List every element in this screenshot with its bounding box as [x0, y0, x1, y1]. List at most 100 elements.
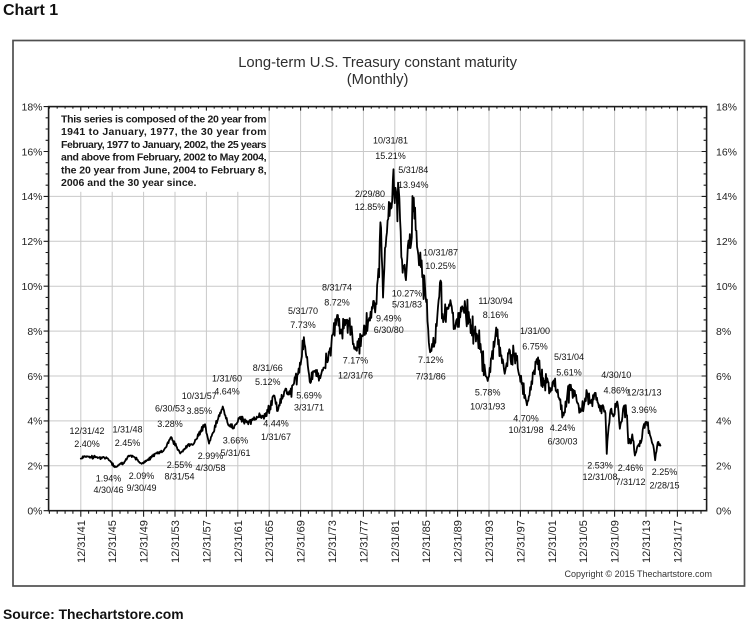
- svg-text:5/31/04: 5/31/04: [554, 352, 584, 362]
- svg-text:12/31/17: 12/31/17: [672, 520, 684, 563]
- svg-text:4.70%: 4.70%: [513, 414, 539, 424]
- svg-text:5.78%: 5.78%: [475, 388, 501, 398]
- svg-text:1/31/60: 1/31/60: [212, 374, 242, 384]
- svg-text:2.40%: 2.40%: [74, 439, 100, 449]
- svg-text:10/31/93: 10/31/93: [470, 402, 505, 412]
- svg-text:6/30/03: 6/30/03: [547, 437, 577, 447]
- svg-text:5.12%: 5.12%: [255, 377, 281, 387]
- svg-text:1/31/00: 1/31/00: [520, 326, 550, 336]
- svg-text:14%: 14%: [21, 191, 42, 203]
- svg-text:6/30/80: 6/30/80: [374, 325, 404, 335]
- svg-text:8%: 8%: [716, 326, 731, 338]
- svg-text:12/31/53: 12/31/53: [170, 520, 182, 563]
- svg-text:(Monthly): (Monthly): [347, 72, 409, 88]
- svg-text:February, 1977 to January, 200: February, 1977 to January, 2002, the 25 …: [61, 139, 267, 151]
- svg-text:6%: 6%: [27, 371, 42, 383]
- svg-text:15.21%: 15.21%: [375, 151, 406, 161]
- svg-text:12/31/41: 12/31/41: [76, 520, 88, 563]
- svg-text:5/31/83: 5/31/83: [392, 300, 422, 310]
- svg-text:9/30/49: 9/30/49: [126, 483, 156, 493]
- svg-text:7.73%: 7.73%: [290, 320, 316, 330]
- svg-text:12%: 12%: [21, 236, 42, 248]
- svg-text:12/31/81: 12/31/81: [390, 520, 402, 563]
- svg-text:12/31/73: 12/31/73: [327, 520, 339, 563]
- svg-text:12/31/77: 12/31/77: [358, 520, 370, 563]
- svg-text:4.24%: 4.24%: [550, 423, 576, 433]
- svg-text:Chart 1: Chart 1: [3, 2, 58, 19]
- svg-text:10.25%: 10.25%: [425, 261, 456, 271]
- svg-text:3.28%: 3.28%: [157, 419, 183, 429]
- svg-text:8.16%: 8.16%: [483, 310, 509, 320]
- svg-text:2.53%: 2.53%: [587, 461, 613, 471]
- svg-text:12/31/76: 12/31/76: [338, 371, 373, 381]
- svg-text:8%: 8%: [27, 326, 42, 338]
- svg-text:12/31/45: 12/31/45: [107, 520, 119, 563]
- svg-text:7.12%: 7.12%: [418, 355, 444, 365]
- svg-text:Source: Thechartstore.com: Source: Thechartstore.com: [3, 606, 184, 622]
- svg-text:2%: 2%: [27, 461, 42, 473]
- svg-text:18%: 18%: [716, 101, 737, 113]
- svg-text:10%: 10%: [21, 281, 42, 293]
- svg-text:10/31/81: 10/31/81: [373, 136, 408, 146]
- svg-text:12%: 12%: [716, 236, 737, 248]
- svg-text:12/31/57: 12/31/57: [201, 520, 213, 563]
- svg-text:2.46%: 2.46%: [618, 463, 644, 473]
- svg-text:This series is composed of the: This series is composed of the 20 year f…: [61, 114, 267, 126]
- svg-text:7/31/86: 7/31/86: [416, 372, 446, 382]
- svg-text:8/31/54: 8/31/54: [164, 472, 194, 482]
- svg-text:6.75%: 6.75%: [522, 342, 548, 352]
- svg-text:4.64%: 4.64%: [214, 387, 240, 397]
- svg-text:7/31/12: 7/31/12: [615, 477, 645, 487]
- svg-text:2006 and the 30 year since.: 2006 and the 30 year since.: [61, 177, 196, 189]
- svg-text:0%: 0%: [27, 506, 42, 518]
- svg-text:2/28/15: 2/28/15: [649, 481, 679, 491]
- svg-text:10/31/98: 10/31/98: [508, 425, 543, 435]
- svg-text:10/31/87: 10/31/87: [423, 248, 458, 258]
- svg-text:12/31/89: 12/31/89: [453, 520, 465, 563]
- svg-text:6/30/53: 6/30/53: [155, 404, 185, 414]
- svg-text:8/31/66: 8/31/66: [253, 363, 283, 373]
- svg-text:2.09%: 2.09%: [129, 471, 155, 481]
- svg-text:4/30/10: 4/30/10: [601, 370, 631, 380]
- svg-text:5.69%: 5.69%: [296, 391, 322, 401]
- svg-text:2.55%: 2.55%: [167, 460, 193, 470]
- svg-text:5/31/61: 5/31/61: [220, 448, 250, 458]
- svg-text:12/31/09: 12/31/09: [610, 520, 622, 563]
- svg-text:12/31/69: 12/31/69: [296, 520, 308, 563]
- svg-text:3/31/71: 3/31/71: [294, 403, 324, 413]
- svg-text:12/31/65: 12/31/65: [264, 520, 276, 563]
- svg-text:16%: 16%: [21, 146, 42, 158]
- svg-text:8.72%: 8.72%: [324, 298, 350, 308]
- svg-text:10.27%: 10.27%: [392, 289, 423, 299]
- svg-text:12/31/08: 12/31/08: [582, 472, 617, 482]
- svg-text:2/29/80: 2/29/80: [355, 189, 385, 199]
- svg-text:2.45%: 2.45%: [115, 438, 141, 448]
- svg-text:Copyright © 2015 Thechartstore: Copyright © 2015 Thechartstore.com: [564, 569, 712, 579]
- svg-text:12/31/01: 12/31/01: [547, 520, 559, 563]
- svg-text:4.86%: 4.86%: [604, 386, 630, 396]
- svg-text:12.85%: 12.85%: [355, 202, 386, 212]
- svg-text:8/31/74: 8/31/74: [322, 283, 352, 293]
- svg-text:5.61%: 5.61%: [556, 368, 582, 378]
- svg-text:1/31/48: 1/31/48: [112, 425, 142, 435]
- svg-text:4/30/46: 4/30/46: [93, 485, 123, 495]
- svg-text:4.44%: 4.44%: [263, 419, 289, 429]
- svg-text:11/30/94: 11/30/94: [478, 296, 512, 306]
- svg-text:1.94%: 1.94%: [96, 474, 122, 484]
- svg-text:4/30/58: 4/30/58: [195, 463, 225, 473]
- svg-text:5/31/84: 5/31/84: [398, 165, 428, 175]
- svg-text:7.17%: 7.17%: [343, 356, 369, 366]
- svg-text:16%: 16%: [716, 146, 737, 158]
- svg-text:the 20 year from June, 2004 to: the 20 year from June, 2004 to February …: [61, 164, 267, 176]
- svg-text:12/31/13: 12/31/13: [626, 388, 661, 398]
- svg-text:18%: 18%: [21, 101, 42, 113]
- svg-text:3.96%: 3.96%: [631, 405, 657, 415]
- svg-text:0%: 0%: [716, 506, 731, 518]
- svg-text:12/31/93: 12/31/93: [484, 520, 496, 563]
- svg-text:12/31/42: 12/31/42: [69, 426, 104, 436]
- svg-text:and above from February, 2002: and above from February, 2002 to May 200…: [61, 152, 267, 164]
- svg-text:12/31/49: 12/31/49: [139, 520, 151, 563]
- svg-text:2.25%: 2.25%: [652, 467, 678, 477]
- svg-text:1941 to January, 1977, the: 1941 to January, 1977, the 30 year from: [61, 126, 267, 138]
- svg-text:10%: 10%: [716, 281, 737, 293]
